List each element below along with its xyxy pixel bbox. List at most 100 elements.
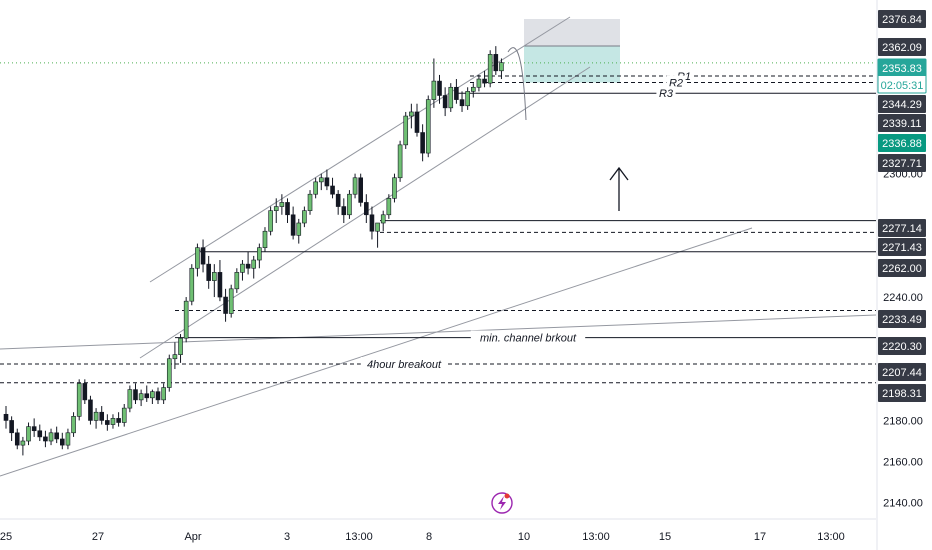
- candle-body: [31, 426, 37, 432]
- price-badge: [878, 114, 926, 132]
- candle-body: [155, 391, 161, 401]
- target-zone[interactable]: [524, 45, 620, 83]
- candle-body: [313, 181, 318, 195]
- candle-body: [200, 247, 206, 265]
- price-badge: [878, 310, 926, 328]
- candle-body: [195, 247, 200, 269]
- candle-body: [482, 78, 487, 84]
- candle-body: [65, 432, 71, 446]
- candle-body: [26, 426, 31, 442]
- candle-body: [302, 210, 307, 224]
- price-badge: [878, 238, 926, 256]
- candle-body: [14, 432, 20, 446]
- candle-body: [380, 214, 386, 224]
- candle-body: [189, 267, 195, 302]
- candle-body: [133, 389, 138, 401]
- candle-body: [223, 296, 228, 314]
- candle-body: [251, 259, 257, 269]
- candle-body: [352, 177, 358, 195]
- candle-body: [273, 206, 279, 211]
- lightning-logo-icon: [491, 492, 513, 514]
- candle-body: [358, 177, 363, 203]
- x-tick-label: 15: [659, 531, 671, 543]
- candle-body: [138, 393, 144, 401]
- level-label-bg: [360, 357, 448, 372]
- price-badge: [878, 219, 926, 237]
- level-label: min. channel brkout: [480, 333, 577, 345]
- candles: [3, 46, 504, 456]
- candle-body: [307, 193, 313, 211]
- price-badge: [878, 134, 926, 152]
- price-badge: [878, 154, 926, 172]
- price-badges: 2376.84 2362.09 2353.83 02:05:31 2344.29 2339…: [877, 10, 927, 402]
- trendline-1[interactable]: [149, 16, 571, 283]
- price-badge-value: 2344.29: [882, 99, 922, 111]
- price-badge: [878, 10, 926, 28]
- trendline-4[interactable]: [0, 314, 877, 350]
- candle-body: [121, 407, 127, 423]
- level-label: 4hour breakout: [367, 359, 442, 371]
- stop-zone[interactable]: [524, 19, 620, 46]
- candle-body: [397, 144, 403, 179]
- candle-body: [324, 177, 330, 187]
- candle-body: [465, 91, 470, 107]
- candle-body: [403, 115, 409, 146]
- x-tick-label: 8: [426, 531, 432, 543]
- candle-body: [459, 99, 465, 107]
- level-label-bg: [470, 330, 586, 345]
- x-axis[interactable]: 25 27 Apr 3 13:00 8 10 13:00 15 17 13:00: [0, 518, 876, 543]
- price-badge-value: 2220.30: [882, 341, 922, 353]
- price-badge-countdown: 02:05:31: [881, 80, 924, 92]
- candle-body: [245, 263, 251, 269]
- candle-body: [217, 272, 223, 298]
- candle-body: [71, 416, 76, 434]
- x-tick-label: 17: [754, 531, 766, 543]
- candle-body: [499, 62, 504, 72]
- candle-body: [268, 210, 273, 232]
- candle-body: [476, 78, 482, 88]
- y-tick-label: 2140.00: [883, 498, 923, 510]
- candle-body: [166, 358, 172, 388]
- candle-body: [20, 440, 26, 446]
- candle-body: [59, 438, 65, 446]
- candle-body: [420, 132, 425, 154]
- candle-body: [437, 80, 442, 96]
- candle-body: [414, 111, 420, 133]
- candle-body: [116, 418, 121, 423]
- x-tick-label: 25: [0, 531, 12, 543]
- price-badge-value: 2362.09: [882, 42, 922, 54]
- projection-arc[interactable]: [507, 47, 527, 121]
- level-label: R3: [659, 88, 674, 100]
- trendline-3[interactable]: [0, 227, 753, 477]
- candle-body: [228, 288, 234, 314]
- price-badge-value: 2327.71: [882, 158, 922, 170]
- price-badge-value: 2207.44: [882, 367, 922, 379]
- level-label-bg: [656, 86, 676, 101]
- price-badge-value: 2353.83: [882, 63, 922, 75]
- candle-body: [37, 430, 43, 438]
- y-tick-label: 2160.00: [883, 457, 923, 469]
- candle-body: [285, 202, 290, 216]
- price-badge: [878, 95, 926, 113]
- candle-body: [93, 411, 99, 421]
- level-label-bg: [666, 75, 686, 90]
- candle-body: [431, 80, 437, 100]
- x-tick-label: 13:00: [582, 531, 610, 543]
- x-tick-label: 3: [284, 531, 290, 543]
- candle-body: [364, 202, 369, 216]
- candle-body: [43, 436, 48, 442]
- candle-body: [425, 99, 431, 154]
- candle-body: [127, 389, 133, 409]
- candle-body: [257, 247, 262, 261]
- price-badge-top: [878, 59, 926, 76]
- candle-body: [330, 185, 335, 195]
- x-tick-label: 10: [518, 531, 530, 543]
- price-badge-value: 2336.88: [882, 138, 922, 150]
- candle-body: [88, 399, 93, 421]
- candle-body: [234, 272, 240, 290]
- price-badge-value: 2271.43: [882, 242, 922, 254]
- candle-body: [9, 420, 14, 434]
